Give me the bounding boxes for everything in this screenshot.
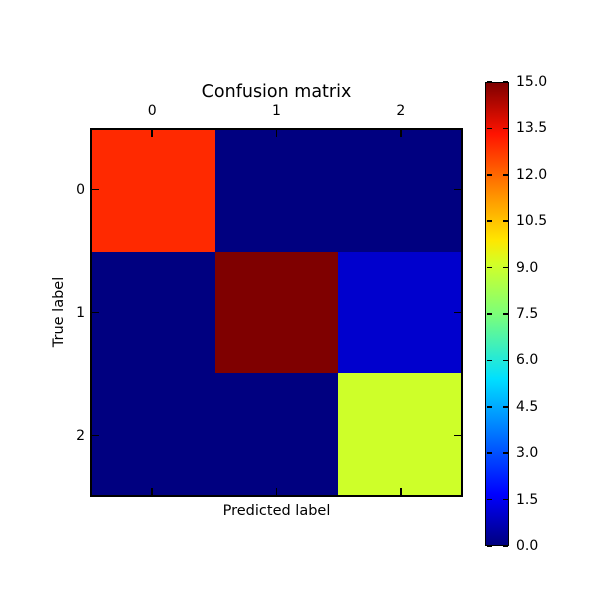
colorbar-tick-left (486, 498, 492, 501)
colorbar-tick-label-1: 13.5 (516, 120, 548, 137)
x-tick-label-0: 0 (147, 103, 157, 119)
colorbar-tick-right (502, 127, 508, 130)
colorbar-tick-label-4: 9.0 (516, 259, 539, 276)
colorbar-tick-label-6: 6.0 (516, 352, 539, 369)
colorbar-tick-left (486, 174, 492, 176)
x-axis-label: Predicted label (222, 503, 331, 519)
x-tick-top (151, 130, 153, 137)
colorbar-tick-right (502, 81, 508, 83)
y-tick-label-2: 2 (76, 427, 85, 444)
chart-title: Confusion matrix (201, 82, 352, 102)
y-tick-left (92, 188, 99, 191)
matrix-cell-r0c2 (338, 130, 461, 252)
y-tick-right (454, 434, 461, 437)
colorbar-tick-right (502, 545, 508, 547)
y-tick-right (454, 311, 461, 314)
colorbar-tick-right (502, 406, 508, 408)
heatmap-plot (90, 128, 463, 497)
y-tick-left (92, 311, 99, 314)
colorbar-tick-label-3: 10.5 (516, 213, 548, 230)
colorbar-tick-right (502, 313, 508, 315)
colorbar-tick-right (502, 174, 508, 176)
matrix-cell-r1c2 (338, 251, 461, 374)
matrix-cell-r0c0 (92, 130, 215, 252)
matrix-cell-r0c1 (215, 130, 338, 252)
x-tick-label-2: 2 (396, 103, 406, 119)
colorbar-tick-right (502, 359, 508, 362)
colorbar-tick-label-9: 1.5 (516, 491, 539, 508)
colorbar-tick-right (502, 220, 508, 222)
colorbar-tick-label-7: 4.5 (516, 398, 539, 415)
colorbar-tick-left (486, 452, 492, 454)
colorbar-tick-right (502, 452, 508, 454)
colorbar-tick-left (486, 220, 492, 222)
y-tick-label-0: 0 (76, 181, 85, 198)
colorbar-tick-label-2: 12.0 (516, 166, 548, 183)
y-tick-right (454, 188, 461, 191)
x-tick-bottom (400, 488, 402, 495)
colorbar-tick-left (486, 406, 492, 408)
matrix-cell-r2c1 (215, 373, 338, 495)
colorbar-tick-left (486, 359, 492, 362)
x-tick-top (275, 130, 278, 137)
colorbar-tick-left (486, 545, 492, 547)
colorbar-tick-right (502, 498, 508, 501)
colorbar-tick-left (486, 127, 492, 130)
y-tick-label-1: 1 (76, 304, 85, 321)
colorbar-tick-left (486, 313, 492, 315)
colorbar-tick-label-0: 15.0 (516, 74, 548, 90)
matrix-cell-r1c0 (92, 251, 215, 374)
y-tick-left (92, 434, 99, 437)
x-tick-bottom (151, 488, 153, 495)
colorbar-tick-label-8: 3.0 (516, 445, 539, 462)
colorbar-tick-label-5: 7.5 (516, 306, 539, 322)
colorbar-tick-left (486, 81, 492, 83)
matrix-cell-r2c0 (92, 373, 215, 495)
colorbar-tick-label-10: 0.0 (516, 538, 539, 554)
matrix-cell-r2c2 (338, 373, 461, 495)
x-tick-label-1: 1 (272, 103, 281, 119)
colorbar-tick-left (486, 266, 492, 269)
matrix-cell-r1c1 (215, 251, 338, 374)
x-tick-top (400, 130, 402, 137)
x-tick-bottom (275, 488, 278, 495)
colorbar-tick-right (502, 266, 508, 269)
